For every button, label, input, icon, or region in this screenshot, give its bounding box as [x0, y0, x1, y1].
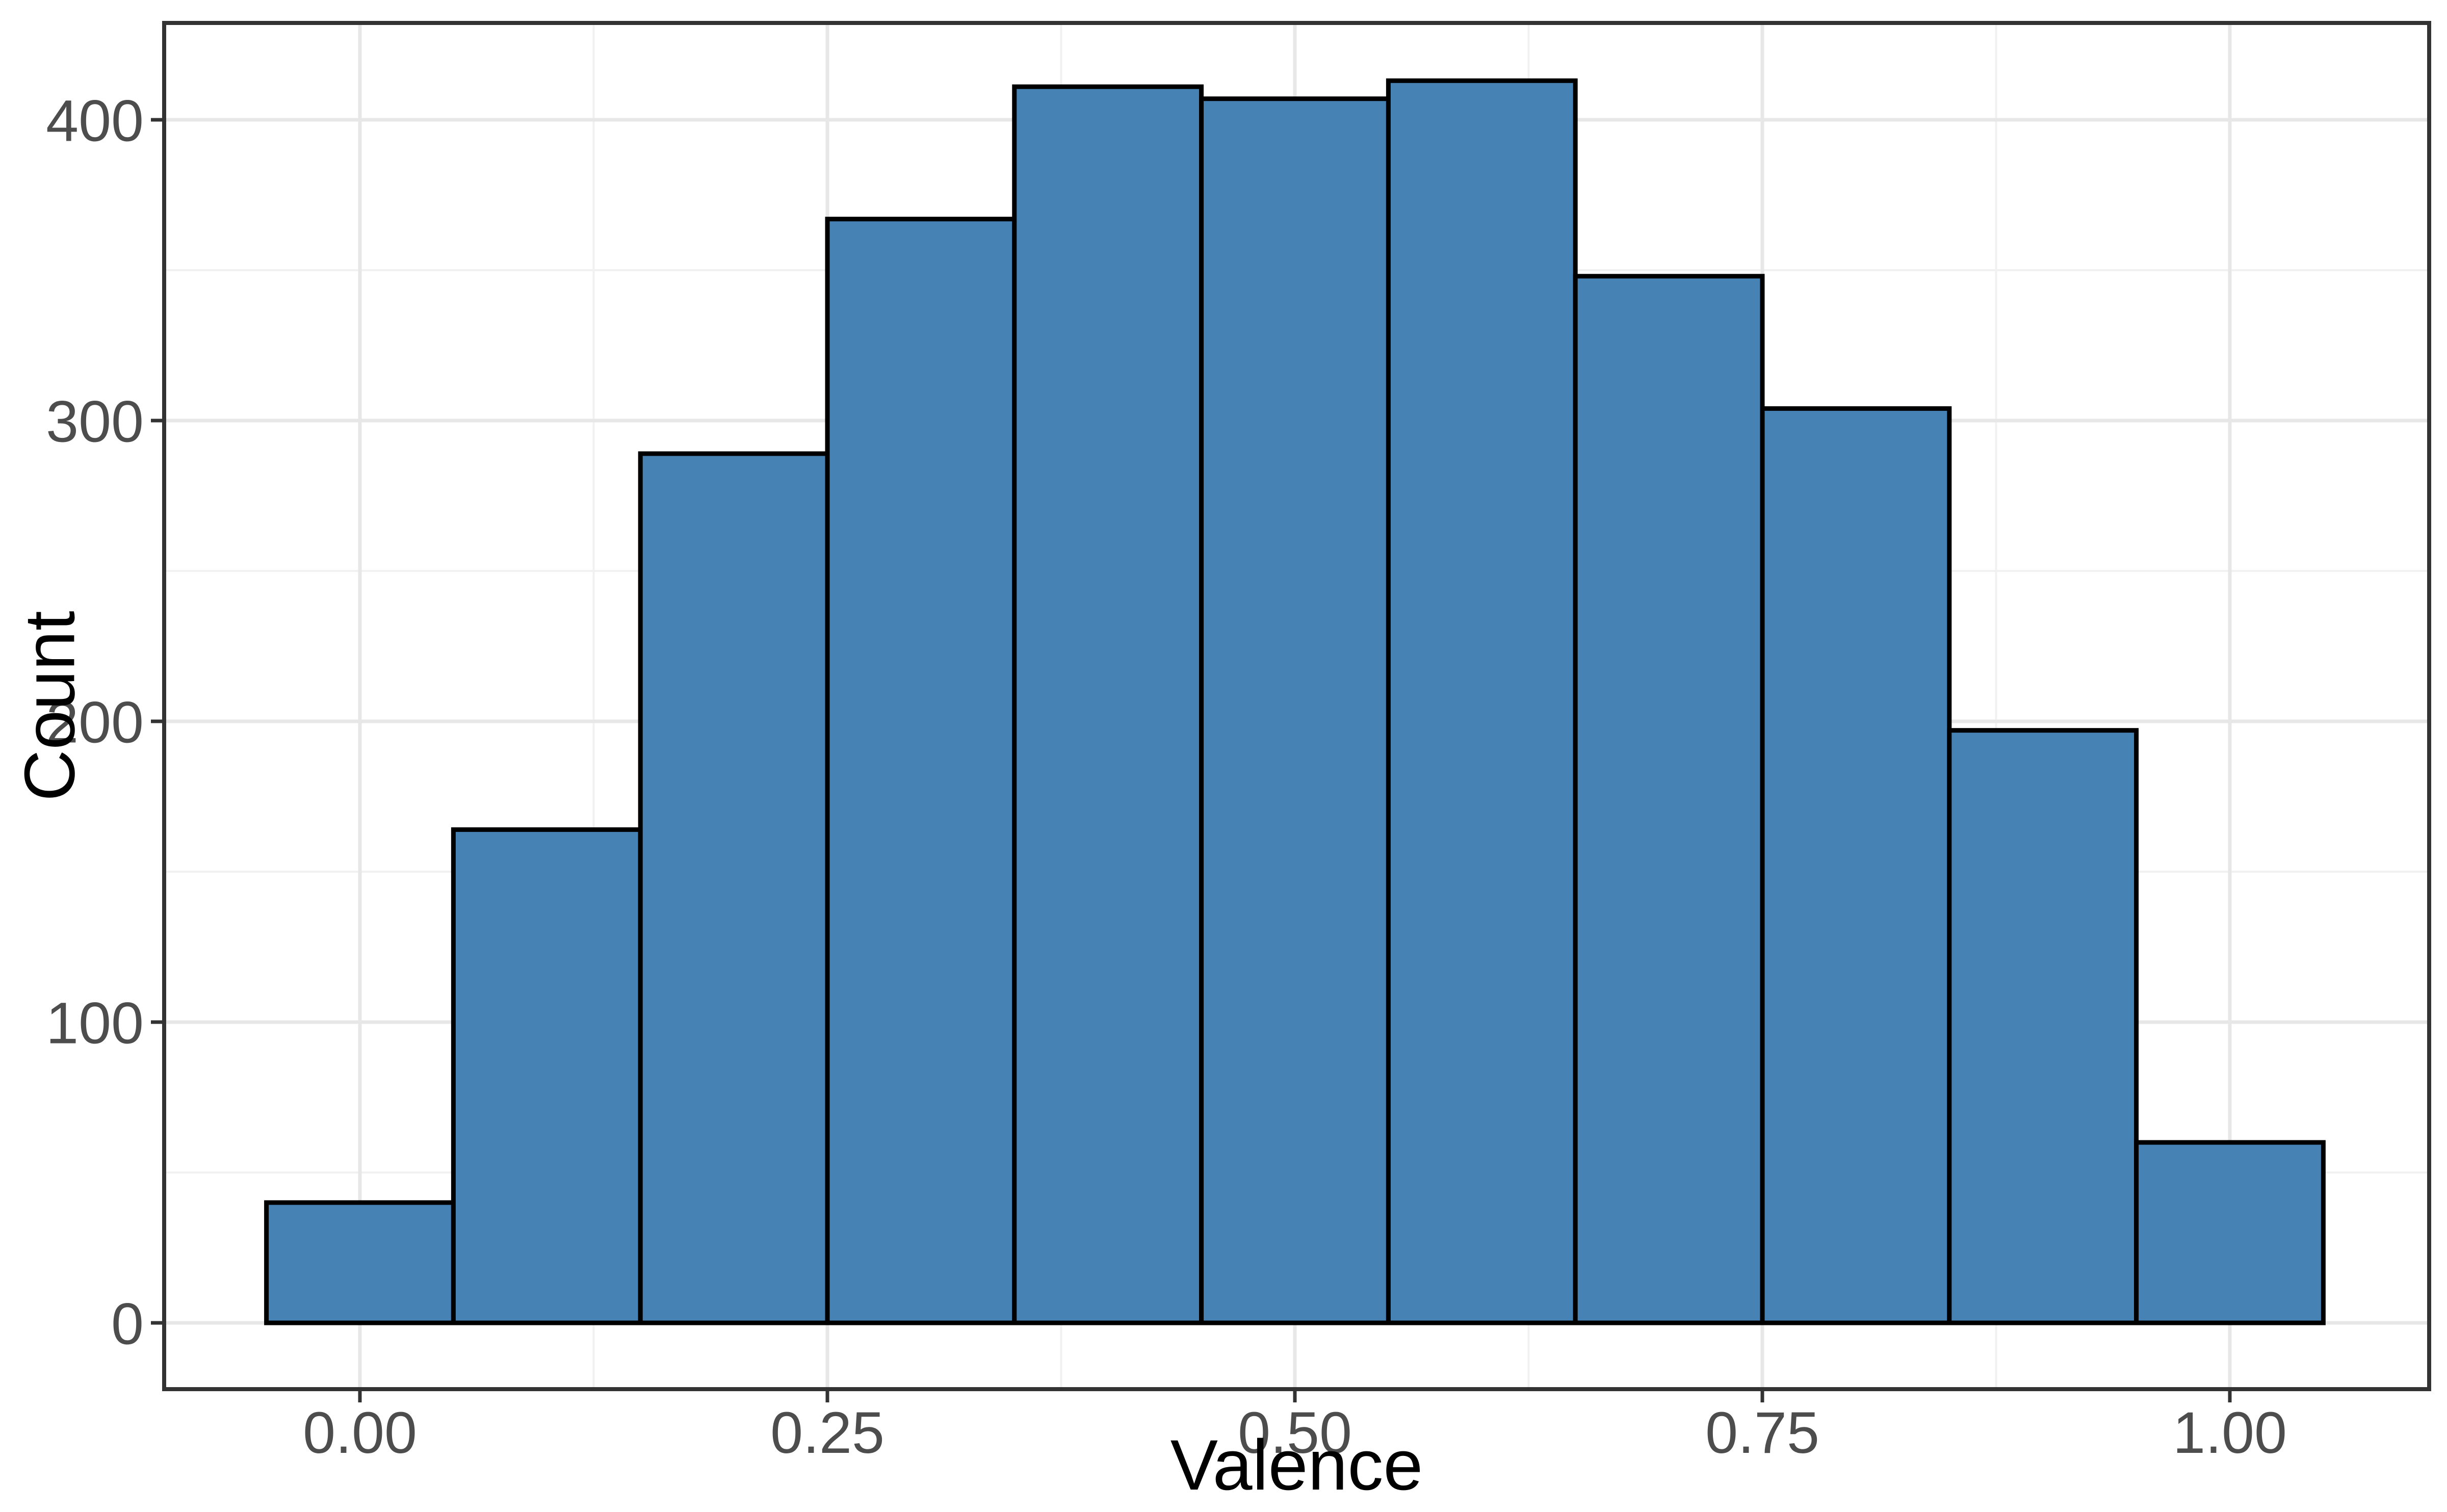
- histogram-bar: [264, 1200, 456, 1325]
- histogram-bar: [1947, 728, 2139, 1325]
- histogram-bar: [1573, 274, 1765, 1325]
- histogram-bar: [1760, 406, 1952, 1325]
- histogram-bar: [1199, 96, 1391, 1325]
- histogram-bar: [2134, 1140, 2326, 1325]
- x-axis-title: Valence: [1170, 1425, 1423, 1505]
- x-tick-label: 0.75: [1705, 1400, 1819, 1466]
- y-axis: 0 100 200 300 400: [46, 88, 164, 1357]
- x-tick-label: 1.00: [2173, 1400, 2287, 1466]
- y-tick-label: 200: [46, 690, 144, 755]
- y-tick-label: 100: [46, 990, 144, 1056]
- y-tick-label: 300: [46, 389, 144, 454]
- histogram-bar: [1012, 84, 1204, 1325]
- x-tick-label: 0.50: [1238, 1400, 1352, 1466]
- histogram-bars: [264, 78, 2326, 1325]
- histogram-bar: [638, 451, 830, 1325]
- y-tick-label: 0: [111, 1291, 144, 1357]
- y-tick-label: 400: [46, 88, 144, 153]
- histogram-bar: [825, 217, 1017, 1325]
- x-tick-label: 0.00: [303, 1400, 417, 1466]
- histogram-bar: [451, 827, 643, 1325]
- y-axis-title: Count: [9, 611, 89, 801]
- x-axis: 0.00 0.25 0.50 0.75 1.00: [303, 1389, 2287, 1466]
- histogram-bar: [1386, 78, 1578, 1325]
- x-tick-label: 0.25: [770, 1400, 884, 1466]
